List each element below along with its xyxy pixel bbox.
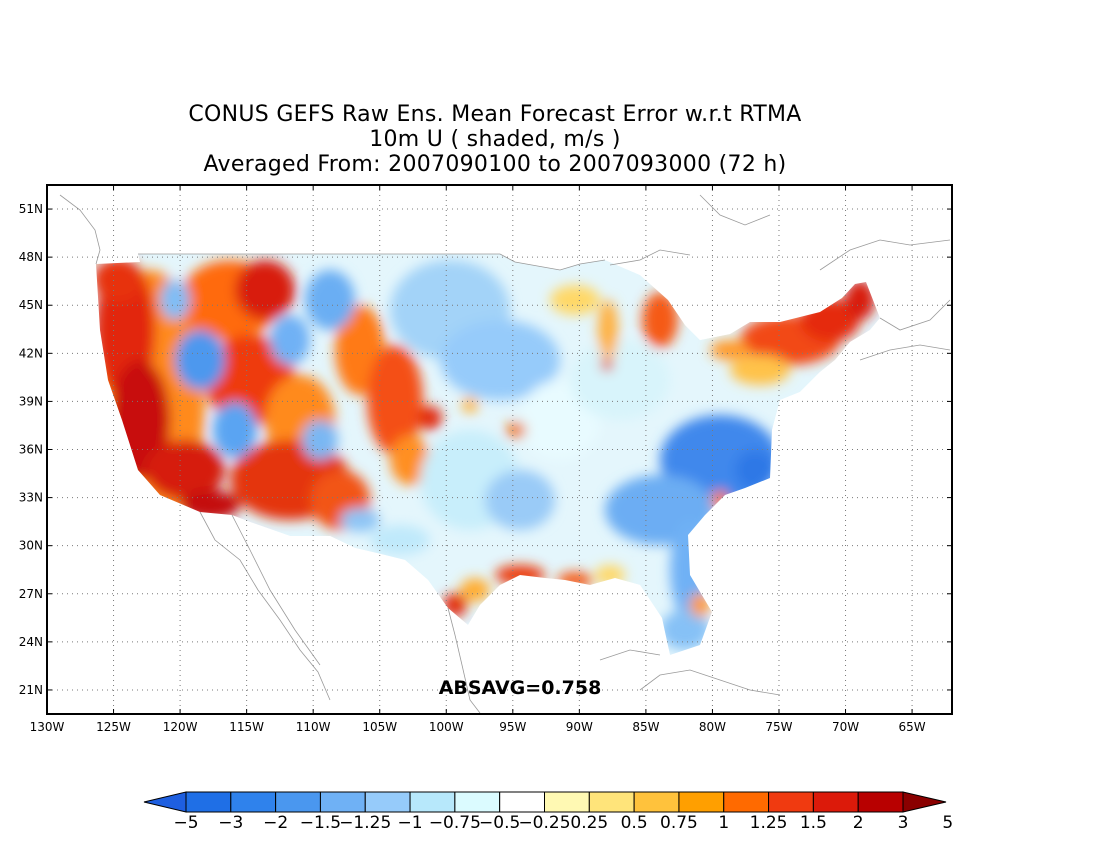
colorbar-segment <box>454 791 501 813</box>
colorbar-segment <box>499 791 545 813</box>
title-line-2: 10m U ( shaded, m/s ) <box>369 127 621 152</box>
colorbar-label: 1.25 <box>750 813 788 833</box>
lon-label: 115W <box>229 720 264 734</box>
colorbar-label: −0.25 <box>518 813 570 833</box>
plot-title: CONUS GEFS Raw Ens. Mean Forecast Error … <box>0 102 990 177</box>
colorbar-label: −1.25 <box>339 813 391 833</box>
lon-label: 105W <box>362 720 397 734</box>
colorbar-segment <box>275 791 321 813</box>
lon-label: 80W <box>699 720 726 734</box>
colorbar-label: 1 <box>718 813 729 833</box>
lon-label: 95W <box>499 720 526 734</box>
lon-label: 70W <box>832 720 859 734</box>
colorbar-label: −0.5 <box>479 813 520 833</box>
colorbar-labels: −5 −3 −2 −1.5−1.25 −1 −0.75−0.5−0.25 0.25 0.5 0.… <box>173 813 953 833</box>
colorbar-label: −1.5 <box>300 813 341 833</box>
lat-label: 21N <box>19 683 43 697</box>
lat-label: 39N <box>19 394 43 408</box>
title-line-3: Averaged From: 2007090100 to 2007093000 … <box>203 152 787 177</box>
lat-label: 30N <box>19 539 43 553</box>
title-line-1: CONUS GEFS Raw Ens. Mean Forecast Error … <box>188 102 802 127</box>
colorbar-label: −0.75 <box>429 813 481 833</box>
colorbar-label: 0.25 <box>570 813 608 833</box>
lat-label: 27N <box>19 587 43 601</box>
colorbar-label: 2 <box>853 813 864 833</box>
lat-label: 48N <box>19 250 43 264</box>
lon-label: 90W <box>566 720 593 734</box>
grid-lines <box>47 185 952 714</box>
colorbar-segment <box>678 791 725 813</box>
lon-label: 75W <box>765 720 792 734</box>
colorbar-segment <box>768 791 814 813</box>
lat-label: 42N <box>19 346 43 360</box>
lat-label: 24N <box>19 635 43 649</box>
absavg-annotation: ABSAVG=0.758 <box>439 677 602 699</box>
colorbar-label: 5 <box>942 813 953 833</box>
colorbar-segment <box>185 791 232 813</box>
colorbar-label: −5 <box>173 813 198 833</box>
colorbar-label: −2 <box>263 813 288 833</box>
lon-label: 110W <box>296 720 331 734</box>
colorbar-segment <box>409 791 456 813</box>
coastline-outlines <box>59 194 951 714</box>
colorbar-arrow-left <box>143 791 187 813</box>
colorbar-segment <box>544 791 590 813</box>
colorbar-segment <box>364 791 411 813</box>
lat-label: 45N <box>19 298 43 312</box>
lat-label: 36N <box>19 443 43 457</box>
colorbar-segment <box>633 791 680 813</box>
colorbar-segment <box>230 791 277 813</box>
longitude-labels: 130W 125W 120W 115W 110W 105W 100W 95W 90W 85W 80W… <box>30 720 926 734</box>
lat-label: 33N <box>19 491 43 505</box>
colorbar-label: 0.75 <box>660 813 698 833</box>
lon-label: 125W <box>96 720 131 734</box>
colorbar-segment <box>812 791 859 813</box>
colorbar-arrow-right <box>902 791 947 813</box>
colorbar-segment <box>723 791 770 813</box>
colorbar-label: 3 <box>898 813 909 833</box>
colorbar-label: 1.5 <box>800 813 827 833</box>
axis-ticks <box>46 185 952 714</box>
colorbar-label: 0.5 <box>621 813 648 833</box>
lon-label: 120W <box>163 720 198 734</box>
lon-label: 65W <box>899 720 926 734</box>
colorbar-segment <box>319 791 366 813</box>
lon-label: 100W <box>429 720 464 734</box>
shaded-field <box>96 254 880 655</box>
lon-label: 85W <box>632 720 659 734</box>
colorbar-segment <box>588 791 635 813</box>
lon-label: 130W <box>30 720 65 734</box>
colorbar-segment <box>857 791 904 813</box>
latitude-labels: 51N 48N 45N 42N 39N 36N 33N 30N 27N 24N 21N <box>19 202 43 697</box>
lat-label: 51N <box>19 202 43 216</box>
colorbar <box>143 791 947 813</box>
colorbar-label: −3 <box>218 813 243 833</box>
colorbar-label: −1 <box>398 813 423 833</box>
